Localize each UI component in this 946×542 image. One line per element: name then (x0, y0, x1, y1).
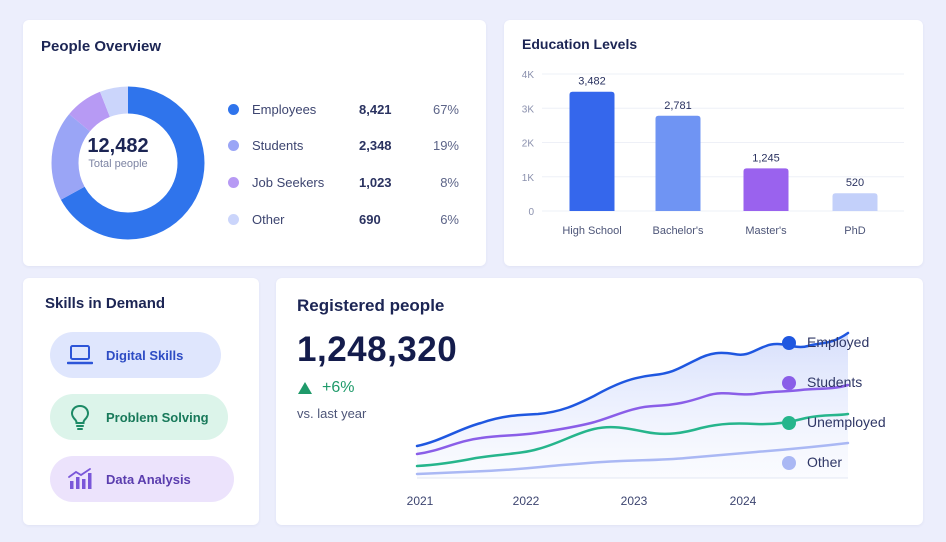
edu-bar-0 (569, 91, 615, 211)
skill-label: Digital Skills (106, 347, 184, 363)
laptop-icon (67, 342, 93, 368)
legend-label: Employees (252, 102, 317, 117)
trend-up-icon (298, 382, 312, 394)
legend-label: Students (252, 138, 304, 153)
legend-value: 690 (359, 212, 381, 227)
donut-center: 12,482 Total people (68, 135, 168, 170)
edu-category-label: PhD (844, 225, 865, 237)
legend-percent: 6% (440, 212, 459, 227)
reg-xtick-label: 2024 (730, 494, 757, 508)
legend-percent: 67% (432, 102, 459, 117)
legend-percent: 8% (440, 175, 459, 190)
legend-row-other: Other 690 6% (228, 210, 468, 230)
reg-line-other (415, 441, 850, 476)
registered-total: 1,248,320 (297, 330, 458, 369)
reg-legend-label: Students (807, 374, 863, 390)
edu-ytick-label: 4K (522, 70, 535, 81)
legend-dot-job-seekers (228, 177, 239, 188)
skill-label: Data Analysis (106, 471, 191, 487)
education-title: Education Levels (522, 36, 638, 52)
reg-legend-label: Unemployed (807, 414, 886, 430)
edu-bar-3 (832, 193, 878, 211)
edu-ytick-label: 2K (522, 139, 535, 150)
legend-percent: 19% (432, 138, 459, 153)
legend-row-students: Students 2,348 19% (228, 136, 468, 156)
donut-slice-other (51, 86, 205, 240)
edu-category-label: Master's (745, 225, 787, 237)
skill-data-analysis[interactable]: Data Analysis (50, 456, 234, 502)
donut-total-label: Total people (88, 158, 148, 170)
reg-xtick-label: 2022 (513, 494, 540, 508)
bar-chart-icon (67, 466, 93, 492)
edu-bar-2 (743, 168, 789, 211)
people-overview-card: People Overview 12,482 Total people Empl… (23, 20, 486, 266)
edu-category-label: Bachelor's (652, 225, 704, 237)
reg-legend-dot (782, 376, 796, 390)
reg-legend-label: Employed (807, 334, 870, 350)
legend-label: Job Seekers (252, 175, 325, 190)
registered-title: Registered people (297, 296, 445, 315)
edu-ytick-label: 0 (528, 207, 534, 218)
reg-legend-employed: Employed (779, 333, 919, 353)
change-value: +6% (322, 379, 355, 396)
skill-problem-solving[interactable]: Problem Solving (50, 394, 228, 440)
legend-value: 1,023 (359, 175, 392, 190)
education-bar-chart: 0 1K 2K 3K 4K 3,482 High School 2,781 Bachelor's… (522, 70, 904, 237)
edu-bar-1 (655, 115, 701, 211)
skills-title: Skills in Demand (45, 295, 166, 312)
edu-value-label: 520 (846, 177, 864, 189)
legend-value: 8,421 (359, 102, 392, 117)
change-label: vs. last year (297, 406, 367, 421)
reg-xtick-label: 2021 (407, 494, 434, 508)
registered-people-card: 2021 2022 2023 2024 Registered people 1,248… (276, 278, 923, 525)
skill-label: Problem Solving (106, 409, 209, 425)
skill-digital-skills[interactable]: Digital Skills (50, 332, 221, 378)
people-overview-title: People Overview (41, 38, 162, 55)
edu-value-label: 1,245 (752, 152, 780, 164)
legend-dot-employees (228, 104, 239, 115)
edu-category-label: High School (562, 225, 621, 237)
edu-value-label: 2,781 (664, 100, 692, 112)
reg-line-students (415, 383, 850, 456)
legend-dot-students (228, 140, 239, 151)
reg-xtick-label: 2023 (621, 494, 648, 508)
reg-legend-dot (782, 336, 796, 350)
legend-value: 2,348 (359, 138, 392, 153)
legend-row-employees: Employees 8,421 67% (228, 100, 468, 120)
legend-dot-other (228, 214, 239, 225)
registered-change: +6% (297, 379, 354, 397)
lightbulb-icon (67, 404, 93, 430)
legend-label: Other (252, 212, 285, 227)
reg-legend-unemployed: Unemployed (779, 413, 919, 433)
reg-legend-label: Other (807, 454, 843, 470)
edu-ytick-label: 3K (522, 104, 535, 115)
reg-legend-other: Other (779, 453, 919, 473)
registered-line-chart: 2021 2022 2023 2024 (407, 331, 850, 508)
donut-total: 12,482 (87, 135, 149, 157)
people-donut-chart (51, 86, 205, 240)
reg-legend-students: Students (779, 373, 919, 393)
legend-row-job-seekers: Job Seekers 1,023 8% (228, 173, 468, 193)
education-levels-card: 0 1K 2K 3K 4K 3,482 High School 2,781 Bachelor's… (504, 20, 923, 266)
edu-value-label: 3,482 (578, 76, 606, 88)
reg-area-fill (417, 333, 848, 478)
skills-card: Skills in Demand Digital Skills Problem … (23, 278, 259, 525)
reg-legend-dot (782, 456, 796, 470)
reg-legend-dot (782, 416, 796, 430)
donut-slice-students (51, 86, 205, 240)
edu-ytick-label: 1K (522, 173, 535, 184)
